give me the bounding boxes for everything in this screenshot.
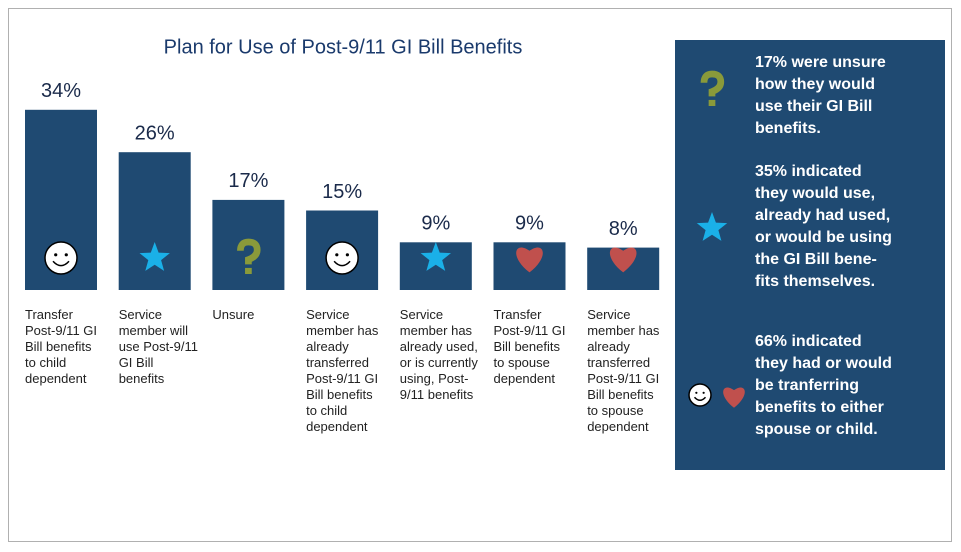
smiley-eye <box>345 253 349 257</box>
note-text: fits themselves. <box>755 273 875 290</box>
question-icon <box>700 70 725 106</box>
smiley-mouth <box>693 396 707 401</box>
smiley-eye <box>335 253 339 257</box>
heart-icon <box>609 247 637 273</box>
category-label: Transfer Post-9/11 GI Bill benefits to c… <box>25 307 98 386</box>
note-text: 66% indicated <box>755 333 862 350</box>
value-label: 17% <box>228 170 268 192</box>
category-label: Service member has already transferred P… <box>306 307 379 434</box>
category-label: Service member has already used, or is c… <box>399 307 478 402</box>
heart-icon <box>723 387 745 408</box>
smiley-face <box>44 241 78 275</box>
smiley-icon <box>44 241 78 275</box>
smiley-face <box>688 383 712 407</box>
star-icon <box>420 242 451 271</box>
value-label: 26% <box>135 122 175 144</box>
star-icon <box>696 212 728 241</box>
question-hook <box>700 70 725 97</box>
value-label: 9% <box>421 213 450 235</box>
note-panel <box>675 40 945 470</box>
category-label: Service member will use Post-9/11 GI Bil… <box>118 307 198 386</box>
smiley-face <box>325 241 359 275</box>
smiley-mouth <box>333 260 351 267</box>
value-label: 34% <box>41 80 81 102</box>
note-text: how they would <box>755 76 875 93</box>
value-label: 8% <box>609 218 638 240</box>
question-hook <box>237 238 261 265</box>
note-text: spouse or child. <box>755 421 878 438</box>
note-text: they had or would <box>755 355 892 372</box>
smiley-eye <box>695 391 698 394</box>
value-label: 15% <box>322 181 362 203</box>
frame <box>8 8 952 542</box>
note-text: already had used, <box>755 207 890 224</box>
category-label: Transfer Post-9/11 GI Bill benefits to s… <box>493 307 566 386</box>
note-text: they would use, <box>755 185 875 202</box>
note-text: benefits to either <box>755 399 884 416</box>
note-text: 35% indicated <box>755 163 862 180</box>
question-dot <box>245 267 252 274</box>
smiley-eye <box>64 253 68 257</box>
note-text: the GI Bill bene- <box>755 251 877 268</box>
smiley-eye <box>54 253 58 257</box>
value-label: 9% <box>515 213 544 235</box>
heart-icon <box>516 247 543 273</box>
note-text: or would be using <box>755 229 892 246</box>
question-icon <box>237 238 261 274</box>
note-text: be tranferring <box>755 377 859 394</box>
category-label: Unsure <box>212 307 255 322</box>
note-text: benefits. <box>755 120 821 137</box>
chart-title: Plan for Use of Post-9/11 GI Bill Benefi… <box>164 36 523 58</box>
question-dot <box>708 99 716 106</box>
bar <box>118 152 191 290</box>
smiley-icon <box>688 383 712 407</box>
note-text: use their GI Bill <box>755 98 872 115</box>
smiley-icon <box>325 241 359 275</box>
category-label: Service member has already transferred P… <box>587 307 660 434</box>
smiley-mouth <box>52 260 70 267</box>
star-icon <box>139 242 170 271</box>
smiley-eye <box>702 391 705 394</box>
note-text: 17% were unsure <box>755 54 886 71</box>
